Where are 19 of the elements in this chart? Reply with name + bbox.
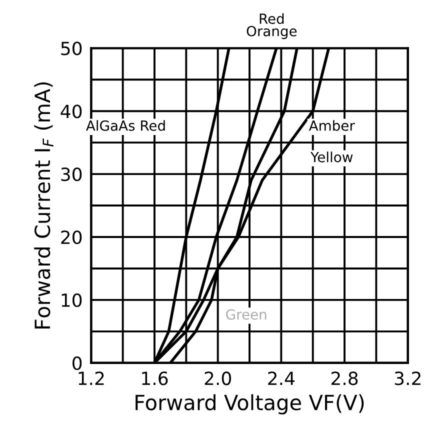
y-tick-label: 50 — [61, 42, 82, 56]
y-tick-label: 40 — [60, 104, 82, 118]
annotation: Green — [226, 309, 266, 320]
x-tick-label: 1.2 — [78, 372, 104, 385]
x-tick-label: 2.8 — [332, 372, 358, 386]
annotation: AlGaAs Red — [86, 120, 165, 131]
y-tick-label: 0 — [72, 356, 82, 370]
annotation: Amber — [308, 120, 355, 131]
x-axis-title: Forward Voltage VF(V) — [136, 394, 364, 414]
x-tick-label: 2.0 — [204, 372, 232, 386]
x-tick-label: 3.2 — [394, 372, 420, 386]
y-tick-label: 20 — [61, 230, 82, 244]
x-tick-label: 2.4 — [268, 372, 295, 385]
text: Red Orange — [246, 13, 297, 40]
y-axis-title: Forward Current I$_{F}$ (mA) — [34, 82, 54, 328]
y-tick-label: 10 — [62, 293, 82, 308]
annotation: Yellow — [310, 152, 353, 162]
x-tick-label: 1.6 — [142, 372, 168, 386]
y-tick-label: 30 — [61, 168, 82, 182]
